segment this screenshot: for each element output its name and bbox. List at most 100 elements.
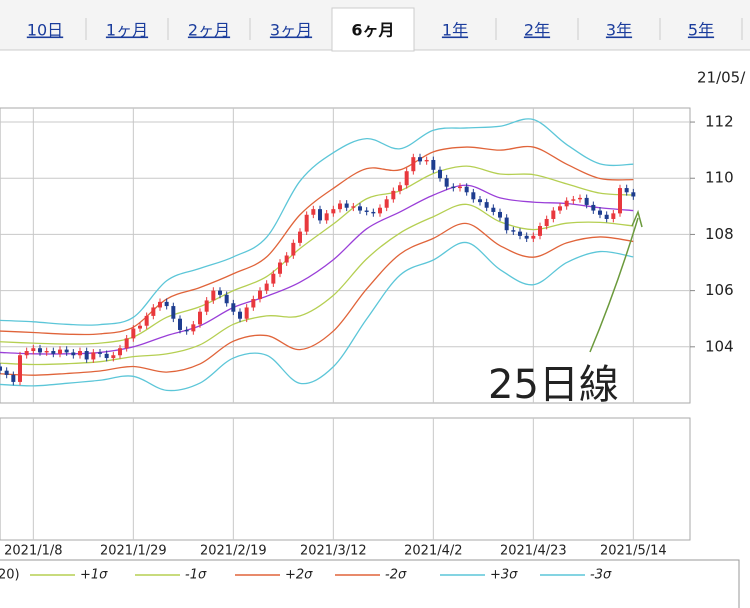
candle-body xyxy=(451,186,456,189)
sub-panel xyxy=(0,417,691,541)
candle-body xyxy=(244,307,249,319)
candle-body xyxy=(344,203,349,208)
candle-body xyxy=(118,348,122,356)
candle-body xyxy=(558,206,562,211)
y-tick-label: 110 xyxy=(705,169,734,187)
y-tick-label: 106 xyxy=(705,281,734,299)
plot-area xyxy=(0,107,691,404)
tab[interactable]: 1ヶ月 xyxy=(106,21,148,40)
candle-body xyxy=(198,311,202,325)
candle-body xyxy=(0,366,2,371)
tab[interactable]: 10日 xyxy=(27,21,63,40)
tab[interactable]: 3年 xyxy=(606,21,632,40)
x-tick-label: 2021/5/14 xyxy=(600,544,667,559)
legend-box xyxy=(0,559,740,608)
candle-body xyxy=(58,349,62,354)
candle-body xyxy=(484,202,489,208)
candle-body xyxy=(304,214,309,232)
annotation-arrow xyxy=(589,217,639,353)
candle-body xyxy=(218,290,222,295)
x-tick-label: 2021/4/2 xyxy=(404,544,462,559)
candle-body xyxy=(384,199,389,208)
candle-body xyxy=(211,290,216,301)
candle-body xyxy=(18,355,22,382)
band-line xyxy=(0,241,634,392)
candle-body xyxy=(184,329,189,332)
candle-body xyxy=(358,206,362,211)
candle-body xyxy=(571,199,576,201)
candle-body xyxy=(51,351,56,354)
active-tab xyxy=(331,7,415,52)
candle-body xyxy=(518,231,522,236)
candle-body xyxy=(278,262,282,274)
candle-body xyxy=(11,374,16,382)
candle-body xyxy=(98,352,102,354)
candle-body xyxy=(24,351,29,356)
y-tick-label: 112 xyxy=(705,113,734,131)
candle-body xyxy=(544,218,549,226)
candle-body xyxy=(431,159,436,170)
candle-body xyxy=(364,210,369,212)
annotation: 25日線 xyxy=(488,362,619,408)
candle-body xyxy=(524,235,529,239)
tab[interactable]: 5年 xyxy=(688,21,714,40)
candle-body xyxy=(38,348,42,353)
legend-label: -3σ xyxy=(590,568,612,583)
candle-body xyxy=(531,235,536,239)
arrow-head xyxy=(631,209,643,228)
candle-body xyxy=(624,188,629,193)
candle-body xyxy=(164,301,169,307)
candle-body xyxy=(251,299,256,308)
band-line xyxy=(0,222,634,376)
candle-body xyxy=(111,355,116,359)
candle-body xyxy=(578,197,582,200)
candle-body xyxy=(404,171,409,186)
tab[interactable]: 1年 xyxy=(442,21,468,40)
candle-body xyxy=(391,190,396,200)
candle-body xyxy=(44,351,49,353)
tab[interactable]: 3ヶ月 xyxy=(270,21,312,40)
candle-body xyxy=(131,328,136,339)
x-tick-label: 2021/1/8 xyxy=(4,544,62,559)
candle-body xyxy=(551,210,556,219)
band-line xyxy=(0,165,634,345)
candle-body xyxy=(464,186,469,193)
candle-body xyxy=(398,185,402,191)
candle-body xyxy=(478,199,482,203)
candle-body xyxy=(604,214,609,219)
candle-body xyxy=(71,352,76,356)
candle-body xyxy=(78,351,82,356)
candle-body xyxy=(271,273,276,284)
candle-body xyxy=(311,209,316,215)
candle-body xyxy=(378,207,382,214)
candle-body xyxy=(444,178,449,187)
candle-body xyxy=(491,207,496,212)
tab[interactable]: 6ヶ月 xyxy=(351,21,394,40)
tab[interactable]: 2ヶ月 xyxy=(188,21,230,40)
candle-body xyxy=(504,217,509,231)
candle-body xyxy=(151,307,156,316)
tabs: 10日 1ヶ月 2ヶ月 3ヶ月 6ヶ月 1年 2年 3年 5年 xyxy=(27,7,743,52)
x-tick-label: 2021/2/19 xyxy=(200,544,267,559)
tab[interactable]: 2年 xyxy=(524,21,550,40)
candle-body xyxy=(291,242,296,256)
legend-label: -1σ xyxy=(185,568,207,583)
candle-body xyxy=(298,231,302,243)
candle-body xyxy=(538,226,542,236)
candle-body xyxy=(144,315,149,326)
x-tick-label: 2021/1/29 xyxy=(100,544,167,559)
candle-body xyxy=(458,186,462,189)
y-tick-label: 104 xyxy=(705,337,734,355)
candle-body xyxy=(4,370,9,375)
y-tick-label: 108 xyxy=(705,225,734,243)
candle-body xyxy=(264,283,269,291)
candle-body xyxy=(611,213,616,219)
candle-body xyxy=(224,294,229,304)
candle-body xyxy=(284,255,289,263)
candle-body xyxy=(331,209,336,214)
candle-body xyxy=(598,210,602,215)
legend-label: +3σ xyxy=(490,568,518,583)
legend-label: 20) xyxy=(0,568,20,583)
candle-body xyxy=(258,290,262,300)
